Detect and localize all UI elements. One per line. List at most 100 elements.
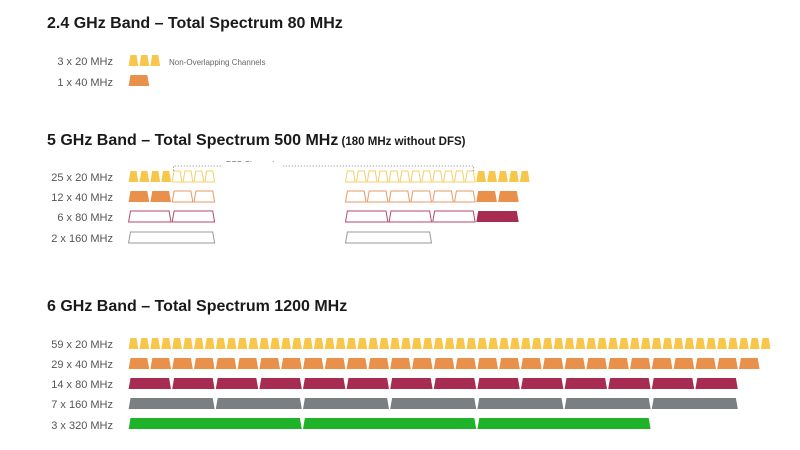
channel-6ghz-ch160-2 — [215, 398, 302, 409]
channel-5ghz-ch20-nondfs-3 — [150, 171, 161, 182]
channel-6ghz-ch20-55 — [717, 338, 727, 349]
channel-5ghz-ch20-dfs-10 — [355, 170, 367, 183]
channel-6ghz-ch20-42 — [575, 338, 586, 349]
channel-6ghz-ch40-13 — [390, 358, 411, 369]
channel-6ghz-ch80-2 — [172, 378, 215, 389]
channel-6ghz-ch20-31 — [455, 338, 466, 349]
channel-6ghz-ch160-3 — [303, 398, 389, 409]
channel-5ghz-ch160-dfs-2 — [344, 231, 433, 244]
channel-6ghz-ch40-3 — [172, 358, 193, 369]
channel-5ghz-ch80-nondfs-6 — [476, 211, 519, 222]
channel-6ghz-ch20-49 — [651, 338, 662, 349]
channel-6ghz-ch80-13 — [651, 378, 695, 389]
channel-5ghz-ch20-dfs-8 — [204, 170, 216, 183]
channel-6ghz-ch20-33 — [477, 338, 488, 349]
dfs-bracket — [173, 165, 475, 171]
channel-6ghz-ch40-29 — [739, 358, 760, 369]
channel-5ghz-ch20-nondfs-21 — [476, 171, 487, 182]
channel-5ghz-ch20-nondfs-25 — [519, 171, 530, 182]
channel-6ghz-ch20-54 — [706, 338, 716, 349]
channel-6ghz-ch160-7 — [651, 398, 738, 409]
channel-6ghz-ch20-51 — [673, 338, 684, 349]
channel-24ghz-ch20-3 — [150, 55, 161, 66]
channel-6ghz-ch320-1 — [128, 418, 302, 429]
channel-6ghz-ch20-38 — [531, 338, 542, 349]
row-label-5-20mhz: 25 x 20 MHz — [51, 172, 113, 184]
channel-5ghz-ch20-dfs-20 — [464, 170, 476, 183]
channel-5ghz-ch20-dfs-14 — [399, 170, 411, 183]
channel-6ghz-ch20-35 — [499, 338, 509, 349]
channel-5ghz-ch20-nondfs-22 — [487, 171, 497, 182]
dfs-label-background — [223, 162, 283, 170]
channel-6ghz-ch320-2 — [303, 418, 477, 429]
channel-6ghz-ch40-16 — [455, 358, 477, 369]
channel-5ghz-ch40-dfs-10 — [453, 190, 476, 203]
row-label-5-80mhz: 6 x 80 MHz — [57, 212, 113, 224]
row-label-6-20mhz: 59 x 20 MHz — [51, 339, 113, 351]
channel-5ghz-ch20-nondfs-4 — [161, 171, 171, 182]
channel-6ghz-ch20-29 — [433, 338, 444, 349]
channel-6ghz-ch20-4 — [161, 338, 171, 349]
channel-5ghz-ch20-nondfs-2 — [139, 171, 150, 182]
channel-5ghz-ch40-nondfs-1 — [128, 191, 150, 202]
channel-5ghz-ch40-dfs-3 — [171, 190, 194, 203]
channel-6ghz-ch20-39 — [542, 338, 553, 349]
channel-5ghz-ch20-dfs-12 — [377, 170, 389, 183]
channel-5ghz-ch20-dfs-15 — [410, 170, 422, 183]
channel-6ghz-ch40-14 — [412, 358, 433, 369]
channel-6ghz-ch40-17 — [477, 358, 498, 369]
channel-6ghz-ch20-8 — [204, 338, 215, 349]
channel-5ghz-ch20-dfs-5 — [171, 170, 183, 183]
channel-6ghz-ch20-32 — [466, 338, 477, 349]
channel-6ghz-ch80-1 — [128, 378, 171, 389]
channel-6ghz-ch160-6 — [564, 398, 651, 409]
channel-6ghz-ch20-50 — [662, 338, 673, 349]
channel-6ghz-ch20-6 — [183, 338, 193, 349]
channel-5ghz-ch160-dfs-1 — [128, 231, 216, 244]
channel-5ghz-ch20-dfs-18 — [443, 170, 454, 183]
row-label-5-40mhz: 12 x 40 MHz — [51, 192, 113, 204]
channel-6ghz-ch80-6 — [346, 378, 389, 389]
channel-6ghz-ch20-13 — [259, 338, 270, 349]
channel-5ghz-ch40-nondfs-2 — [150, 191, 171, 202]
channel-6ghz-ch80-12 — [608, 378, 651, 389]
channel-6ghz-ch20-48 — [640, 338, 651, 349]
channel-6ghz-ch80-4 — [259, 378, 302, 389]
channel-6ghz-ch20-15 — [281, 338, 291, 349]
channel-6ghz-ch40-19 — [521, 358, 542, 369]
channel-6ghz-ch20-9 — [215, 338, 226, 349]
channel-6ghz-ch80-5 — [303, 378, 346, 389]
channel-5ghz-ch20-dfs-19 — [453, 170, 465, 183]
channel-6ghz-ch20-46 — [619, 338, 629, 349]
channel-6ghz-ch40-25 — [651, 358, 673, 369]
band-5ghz-title-suffix: (180 MHz without DFS) — [338, 136, 466, 148]
channel-6ghz-ch160-1 — [128, 398, 215, 409]
channel-5ghz-ch80-dfs-5 — [432, 210, 476, 223]
channel-6ghz-ch20-37 — [521, 338, 531, 349]
channel-6ghz-ch40-2 — [150, 358, 171, 369]
channel-24ghz-ch20-2 — [139, 55, 150, 66]
channel-6ghz-ch40-24 — [630, 358, 651, 369]
channel-5ghz-ch40-dfs-9 — [432, 190, 454, 203]
channel-6ghz-ch80-8 — [433, 378, 477, 389]
channel-5ghz-ch20-nondfs-23 — [498, 171, 508, 182]
channel-6ghz-ch20-10 — [226, 338, 237, 349]
non-overlapping-note: Non-Overlapping Channels — [169, 58, 266, 67]
channel-6ghz-ch40-9 — [303, 358, 324, 369]
channel-6ghz-ch20-16 — [292, 338, 302, 349]
channel-6ghz-ch20-2 — [139, 338, 150, 349]
channel-5ghz-ch80-dfs-4 — [388, 210, 433, 223]
channel-6ghz-ch80-11 — [564, 378, 607, 389]
channel-6ghz-ch20-22 — [357, 338, 368, 349]
row-label-5-160mhz: 2 x 160 MHz — [51, 233, 113, 245]
channel-6ghz-ch20-56 — [728, 338, 738, 349]
channel-6ghz-ch20-19 — [324, 338, 335, 349]
channel-6ghz-ch40-10 — [324, 358, 346, 369]
channel-6ghz-ch20-30 — [444, 338, 455, 349]
channel-6ghz-ch40-26 — [673, 358, 695, 369]
channel-6ghz-ch20-24 — [379, 338, 389, 349]
band-5ghz-title-main: 5 GHz Band – Total Spectrum 500 MHz — [47, 132, 339, 149]
channel-6ghz-ch20-7 — [194, 338, 204, 349]
channel-6ghz-ch40-12 — [368, 358, 389, 369]
